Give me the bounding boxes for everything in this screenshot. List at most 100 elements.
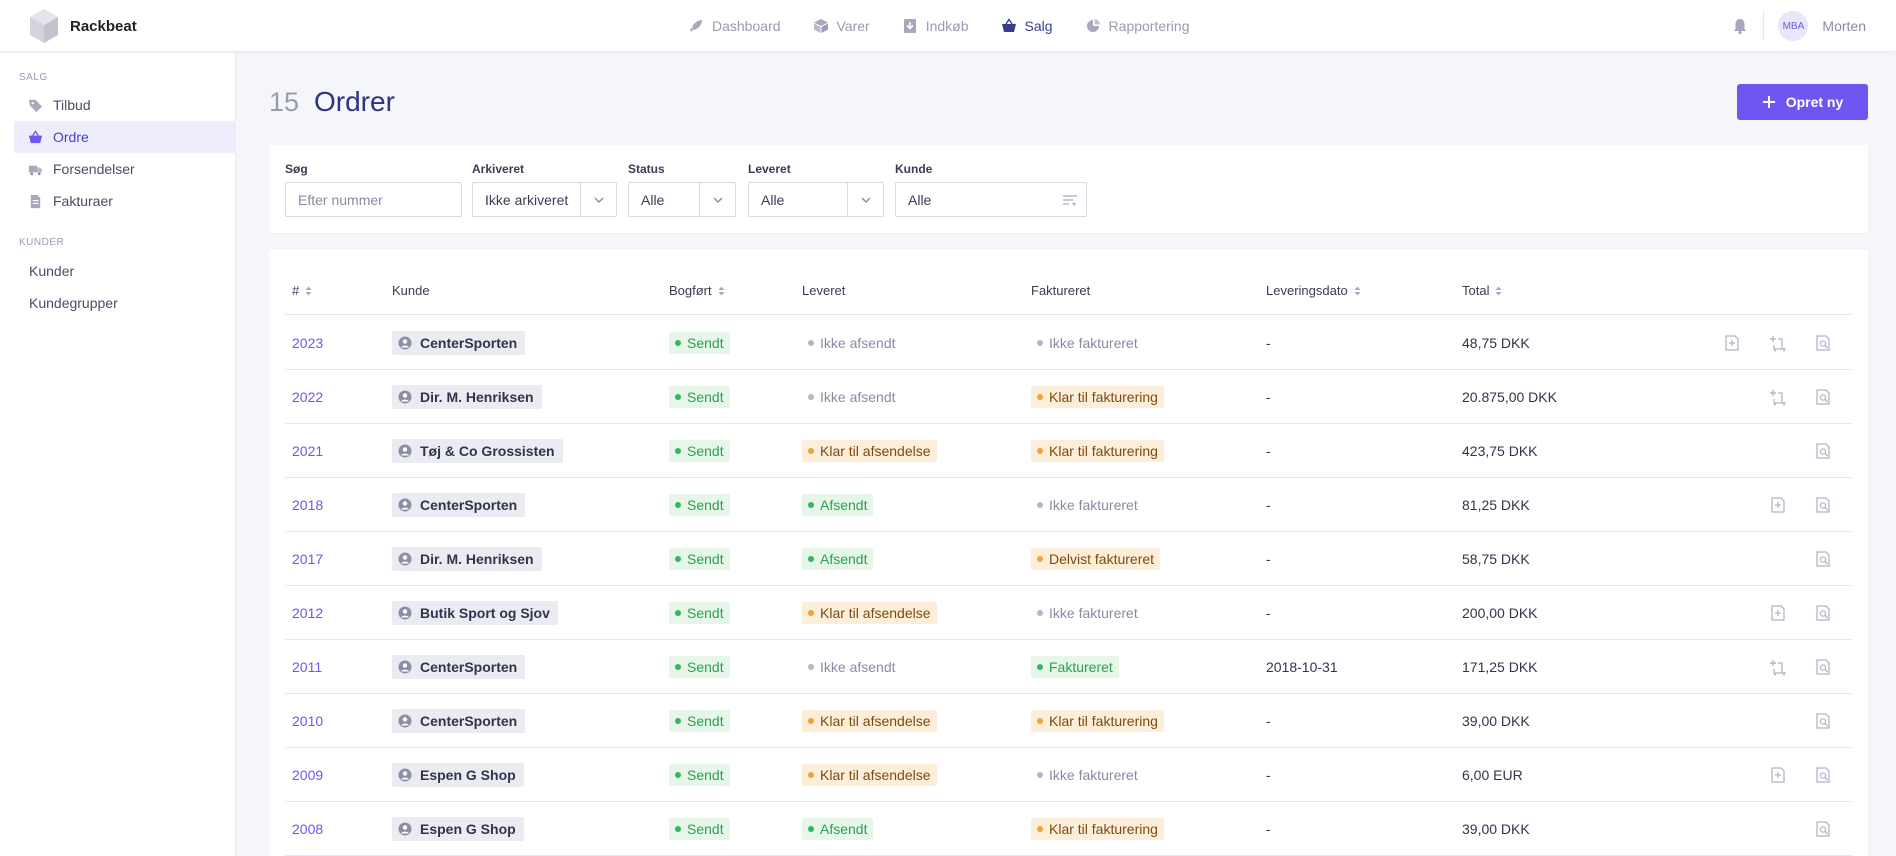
customer-tag[interactable]: Dir. M. Henriksen bbox=[392, 547, 542, 571]
view-order-icon[interactable] bbox=[1813, 495, 1833, 515]
sidebar-item-forsendelser[interactable]: Forsendelser bbox=[14, 153, 236, 185]
column-delivery-date[interactable]: Leveringsdato bbox=[1266, 283, 1361, 298]
user-icon bbox=[398, 660, 412, 674]
column-total[interactable]: Total bbox=[1462, 283, 1502, 298]
search-input[interactable] bbox=[298, 191, 461, 208]
create-new-button[interactable]: Opret ny bbox=[1737, 84, 1868, 120]
view-order-icon[interactable] bbox=[1813, 387, 1833, 407]
order-number-link[interactable]: 2022 bbox=[292, 389, 324, 405]
order-number-cell: 2012 bbox=[292, 586, 323, 640]
nav-indkob[interactable]: Indkøb bbox=[902, 18, 969, 34]
view-order-icon[interactable] bbox=[1813, 549, 1833, 569]
bell-icon[interactable] bbox=[1731, 17, 1749, 35]
chevron-down-icon[interactable] bbox=[699, 183, 735, 216]
nav-dashboard[interactable]: Dashboard bbox=[688, 18, 781, 34]
view-order-icon[interactable] bbox=[1813, 657, 1833, 677]
create-shipment-icon[interactable] bbox=[1768, 387, 1788, 407]
sidebar-item-ordre[interactable]: Ordre bbox=[14, 121, 236, 153]
customer-tag[interactable]: CenterSporten bbox=[392, 331, 526, 355]
view-order-icon[interactable] bbox=[1813, 441, 1833, 461]
delivered-select-value: Alle bbox=[761, 191, 785, 208]
order-number-link[interactable]: 2010 bbox=[292, 713, 324, 729]
order-number-link[interactable]: 2011 bbox=[292, 659, 323, 675]
table-row[interactable]: 2009 Espen G Shop Sendt Klar til afsendelse… bbox=[285, 748, 1852, 802]
delivered-select[interactable]: Alle bbox=[748, 182, 884, 217]
customer-tag[interactable]: Espen G Shop bbox=[392, 763, 524, 787]
sidebar-item-fakturaer[interactable]: Fakturaer bbox=[14, 185, 236, 217]
customer-tag[interactable]: Dir. M. Henriksen bbox=[392, 385, 542, 409]
table-row[interactable]: 2022 Dir. M. Henriksen Sendt Ikke afsendt Kl… bbox=[285, 370, 1852, 424]
booked-cell: Sendt bbox=[669, 694, 730, 748]
booked-cell: Sendt bbox=[669, 424, 730, 478]
archived-select[interactable]: Ikke arkiveret bbox=[472, 182, 617, 217]
column-booked[interactable]: Bogført bbox=[669, 283, 725, 298]
customer-tag[interactable]: Butik Sport og Sjov bbox=[392, 601, 558, 625]
create-invoice-icon[interactable] bbox=[1768, 765, 1788, 785]
status-dot bbox=[675, 718, 681, 724]
table-row[interactable]: 2018 CenterSporten Sendt Afsendt Ikke faktur… bbox=[285, 478, 1852, 532]
sidebar-item-kunder[interactable]: Kunder bbox=[14, 255, 236, 287]
create-invoice-icon[interactable] bbox=[1768, 495, 1788, 515]
order-number-link[interactable]: 2008 bbox=[292, 821, 324, 837]
nav-rapportering-label: Rapportering bbox=[1108, 18, 1190, 34]
order-number-link[interactable]: 2017 bbox=[292, 551, 324, 567]
nav-salg[interactable]: Salg bbox=[1001, 18, 1053, 34]
create-shipment-icon[interactable] bbox=[1768, 657, 1788, 677]
status-badge: Afsendt bbox=[802, 548, 874, 570]
customer-tag[interactable]: CenterSporten bbox=[392, 655, 526, 679]
delivery-date: - bbox=[1266, 551, 1271, 567]
table-row[interactable]: 2017 Dir. M. Henriksen Sendt Afsendt Delvist… bbox=[285, 532, 1852, 586]
order-number-link[interactable]: 2012 bbox=[292, 605, 324, 621]
nav-rapportering[interactable]: Rapportering bbox=[1085, 18, 1190, 34]
nav-varer[interactable]: Varer bbox=[813, 18, 870, 34]
delivery-date: - bbox=[1266, 767, 1271, 783]
view-order-icon[interactable] bbox=[1813, 765, 1833, 785]
status-badge: Ikke faktureret bbox=[1031, 764, 1144, 786]
order-number-link[interactable]: 2018 bbox=[292, 497, 324, 513]
create-invoice-icon[interactable] bbox=[1722, 333, 1742, 353]
user-name[interactable]: Morten bbox=[1822, 18, 1866, 34]
status-text: Sendt bbox=[687, 821, 724, 837]
avatar[interactable]: MBA bbox=[1778, 11, 1809, 41]
column-number[interactable]: # bbox=[292, 283, 312, 298]
status-dot bbox=[675, 502, 681, 508]
status-badge: Sendt bbox=[669, 764, 730, 786]
total-cell: 48,75 DKK bbox=[1462, 316, 1530, 370]
customer-cell: Butik Sport og Sjov bbox=[392, 586, 558, 640]
customer-select[interactable]: Alle bbox=[895, 182, 1087, 217]
table-row[interactable]: 2010 CenterSporten Sendt Klar til afsendels… bbox=[285, 694, 1852, 748]
status-dot bbox=[808, 826, 814, 832]
brand[interactable]: Rackbeat bbox=[28, 6, 137, 46]
filter-label: Kunde bbox=[895, 162, 933, 176]
table-row[interactable]: 2021 Tøj & Co Grossisten Sendt Klar til afs… bbox=[285, 424, 1852, 478]
view-order-icon[interactable] bbox=[1813, 711, 1833, 731]
invoiced-cell: Ikke faktureret bbox=[1031, 316, 1144, 370]
order-number-link[interactable]: 2023 bbox=[292, 335, 324, 351]
customer-tag[interactable]: CenterSporten bbox=[392, 709, 526, 733]
customer-tag[interactable]: Tøj & Co Grossisten bbox=[392, 439, 563, 463]
chevron-down-icon[interactable] bbox=[580, 183, 616, 216]
create-invoice-icon[interactable] bbox=[1768, 603, 1788, 623]
table-row[interactable]: 2023 CenterSporten Sendt Ikke afsendt Ikke f… bbox=[285, 316, 1852, 370]
status-dot bbox=[675, 448, 681, 454]
delivered-cell: Ikke afsendt bbox=[802, 370, 902, 424]
create-shipment-icon[interactable] bbox=[1768, 333, 1788, 353]
chevron-down-icon[interactable] bbox=[847, 183, 883, 216]
table-row[interactable]: 2008 Espen G Shop Sendt Afsendt Klar til fak… bbox=[285, 802, 1852, 856]
sidebar-item-label: Kundegrupper bbox=[29, 295, 118, 311]
table-row[interactable]: 2011 CenterSporten Sendt Ikke afsendt Faktur… bbox=[285, 640, 1852, 694]
customer-tag[interactable]: Espen G Shop bbox=[392, 817, 524, 841]
view-order-icon[interactable] bbox=[1813, 603, 1833, 623]
status-select[interactable]: Alle bbox=[628, 182, 736, 217]
sidebar-item-kundegrupper[interactable]: Kundegrupper bbox=[14, 287, 236, 319]
sidebar-item-tilbud[interactable]: Tilbud bbox=[14, 89, 236, 121]
status-dot bbox=[1037, 448, 1043, 454]
filter-label: Status bbox=[628, 162, 665, 176]
list-filter-icon bbox=[1063, 195, 1077, 206]
order-number-link[interactable]: 2009 bbox=[292, 767, 324, 783]
view-order-icon[interactable] bbox=[1813, 819, 1833, 839]
customer-tag[interactable]: CenterSporten bbox=[392, 493, 526, 517]
view-order-icon[interactable] bbox=[1813, 333, 1833, 353]
table-row[interactable]: 2012 Butik Sport og Sjov Sendt Klar til afs… bbox=[285, 586, 1852, 640]
order-number-link[interactable]: 2021 bbox=[292, 443, 324, 459]
